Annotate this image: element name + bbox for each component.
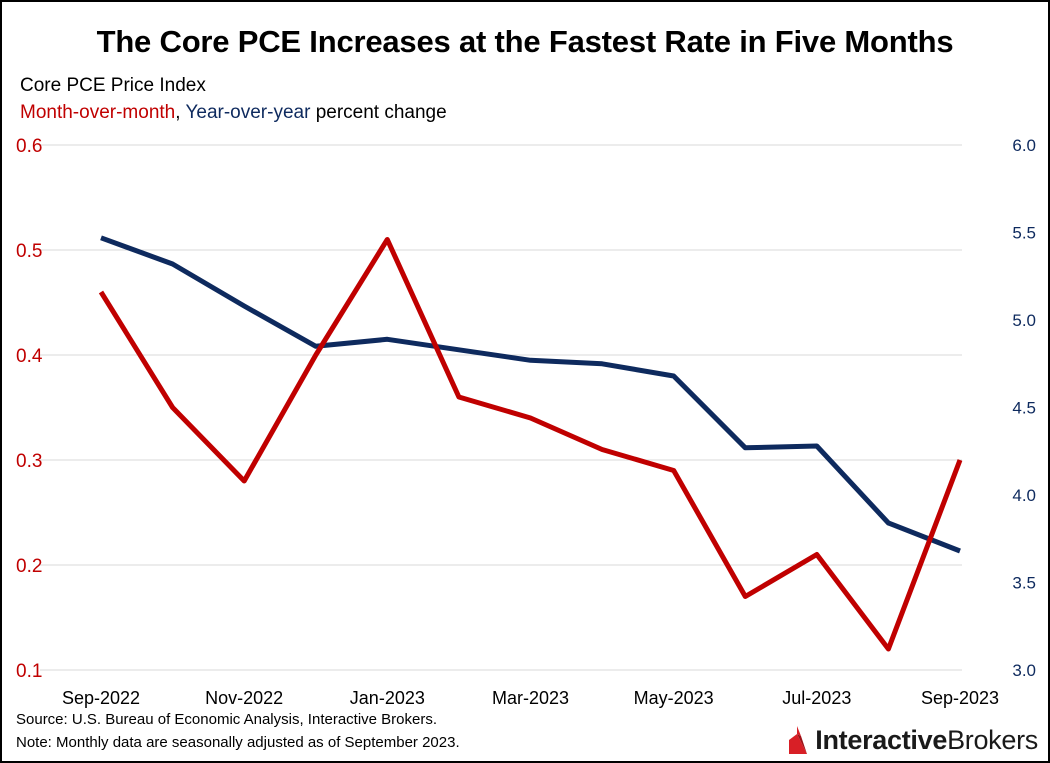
y-left-axis: 0.1 0.2 0.3 0.4 0.5 0.6	[16, 136, 43, 682]
x-tick-label: Sep-2022	[62, 688, 140, 708]
x-tick-label: Sep-2023	[921, 688, 999, 708]
brand-name-part1: Interactive	[815, 724, 948, 755]
x-axis: Sep-2022 Nov-2022 Jan-2023 Mar-2023 May-2023…	[62, 688, 999, 708]
y-right-tick-label: 6.0	[1012, 136, 1036, 155]
x-tick-label: Jul-2023	[782, 688, 851, 708]
y-left-tick-label: 0.6	[16, 136, 42, 157]
y-right-axis: 3.0 3.5 4.0 4.5 5.0 5.5 6.0	[1012, 136, 1036, 680]
y-right-tick-label: 5.5	[1012, 224, 1036, 243]
legend-yoy: Year-over-year	[185, 102, 311, 123]
y-left-tick-label: 0.2	[16, 556, 42, 577]
y-left-tick-label: 0.3	[16, 451, 42, 472]
y-left-tick-label: 0.1	[16, 661, 42, 682]
data-note: Note: Monthly data are seasonally adjust…	[16, 734, 460, 751]
series-line-year-over-year	[100, 235, 961, 554]
series-line-month-over-month	[98, 237, 963, 652]
x-tick-label: Mar-2023	[492, 688, 569, 708]
chart-subtitle: Core PCE Price Index	[20, 75, 206, 96]
ib-logo-icon	[789, 726, 808, 754]
x-tick-label: Nov-2022	[205, 688, 283, 708]
chart-title: The Core PCE Increases at the Fastest Ra…	[96, 24, 954, 59]
y-right-tick-label: 4.0	[1012, 486, 1036, 505]
legend-suffix: percent change	[315, 102, 447, 123]
brand-name: InteractiveBrokers	[815, 725, 1038, 756]
brand-name-part2: Brokers	[947, 724, 1038, 755]
legend: Month-over-month, Year-over-year percent…	[20, 102, 447, 124]
legend-mom: Month-over-month	[20, 102, 176, 123]
source-note: Source: U.S. Bureau of Economic Analysis…	[16, 711, 438, 728]
x-tick-label: May-2023	[634, 688, 714, 708]
y-right-tick-label: 3.5	[1012, 574, 1036, 593]
x-tick-label: Jan-2023	[350, 688, 425, 708]
y-right-tick-label: 4.5	[1012, 399, 1036, 418]
brand-logo: InteractiveBrokers	[785, 723, 1038, 757]
series	[98, 235, 963, 652]
y-right-tick-label: 3.0	[1012, 661, 1036, 680]
y-left-tick-label: 0.5	[16, 241, 42, 262]
y-right-tick-label: 5.0	[1012, 311, 1036, 330]
legend-separator: ,	[175, 102, 181, 123]
y-left-tick-label: 0.4	[16, 346, 43, 367]
